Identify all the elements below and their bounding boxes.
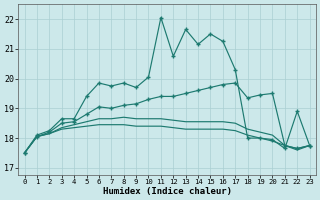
X-axis label: Humidex (Indice chaleur): Humidex (Indice chaleur) xyxy=(103,187,232,196)
